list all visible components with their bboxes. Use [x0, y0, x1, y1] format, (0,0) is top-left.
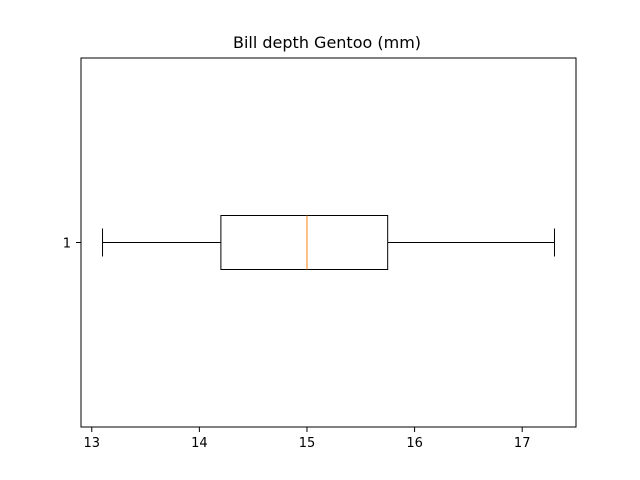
box-series — [102, 215, 555, 270]
y-axis: 1 — [63, 237, 81, 252]
x-tick-label: 13 — [83, 436, 100, 451]
iqr-box — [220, 215, 389, 270]
box-plot-item — [102, 215, 555, 270]
x-tick-label: 17 — [514, 436, 531, 451]
x-tick-label: 16 — [406, 436, 423, 451]
x-tick-label: 14 — [191, 436, 208, 451]
x-tick-label: 15 — [299, 436, 316, 451]
y-tick-label: 1 — [63, 237, 71, 252]
x-axis: 13 14 15 16 17 — [83, 427, 530, 451]
chart-title: Bill depth Gentoo (mm) — [233, 33, 421, 52]
